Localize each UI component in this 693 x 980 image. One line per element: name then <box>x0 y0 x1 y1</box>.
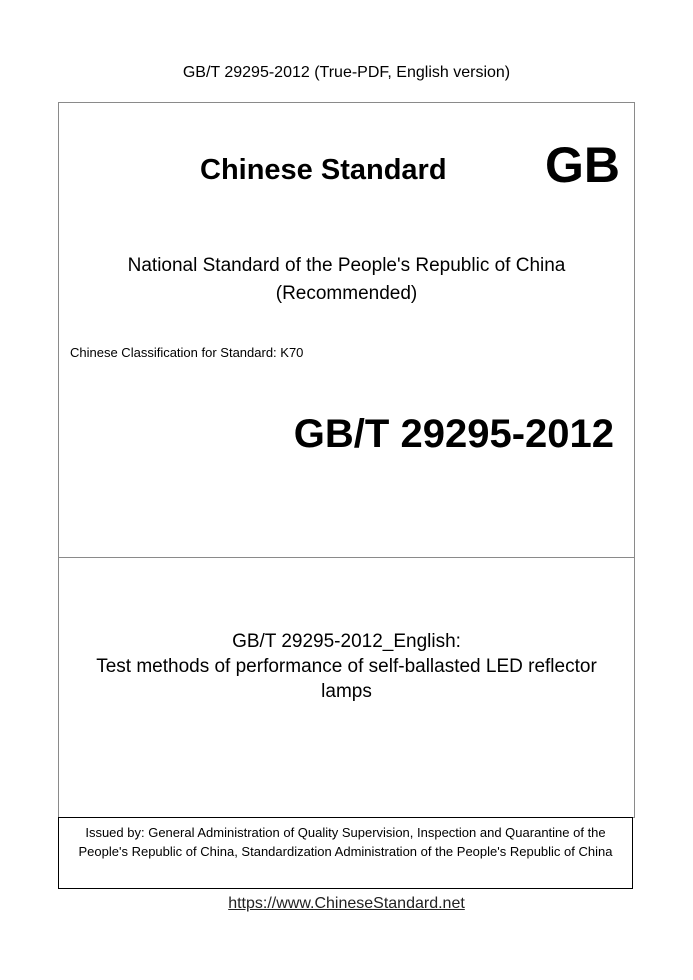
title-line1: GB/T 29295-2012_English: <box>232 631 461 652</box>
section-divider <box>58 557 635 558</box>
title-line2: Test methods of performance of self-ball… <box>96 656 597 677</box>
title-line3: lamps <box>321 681 372 702</box>
gb-mark: GB <box>545 137 620 193</box>
classification: Chinese Classification for Standard: K70 <box>70 345 304 360</box>
national-line2: (Recommended) <box>275 283 418 304</box>
national-standard-label: National Standard of the People's Republ… <box>58 252 635 308</box>
footer: https://www.ChineseStandard.net <box>0 895 693 913</box>
brand-title: Chinese Standard <box>200 154 447 186</box>
issued-by: Issued by: General Administration of Qua… <box>58 817 633 889</box>
standard-number: GB/T 29295-2012 <box>293 412 614 456</box>
cover-frame <box>58 102 635 818</box>
document-title: GB/T 29295-2012_English: Test methods of… <box>58 629 635 704</box>
page-header: GB/T 29295-2012 (True-PDF, English versi… <box>182 64 511 81</box>
national-line1: National Standard of the People's Republ… <box>127 255 566 276</box>
website-link[interactable]: https://www.ChineseStandard.net <box>228 895 465 912</box>
